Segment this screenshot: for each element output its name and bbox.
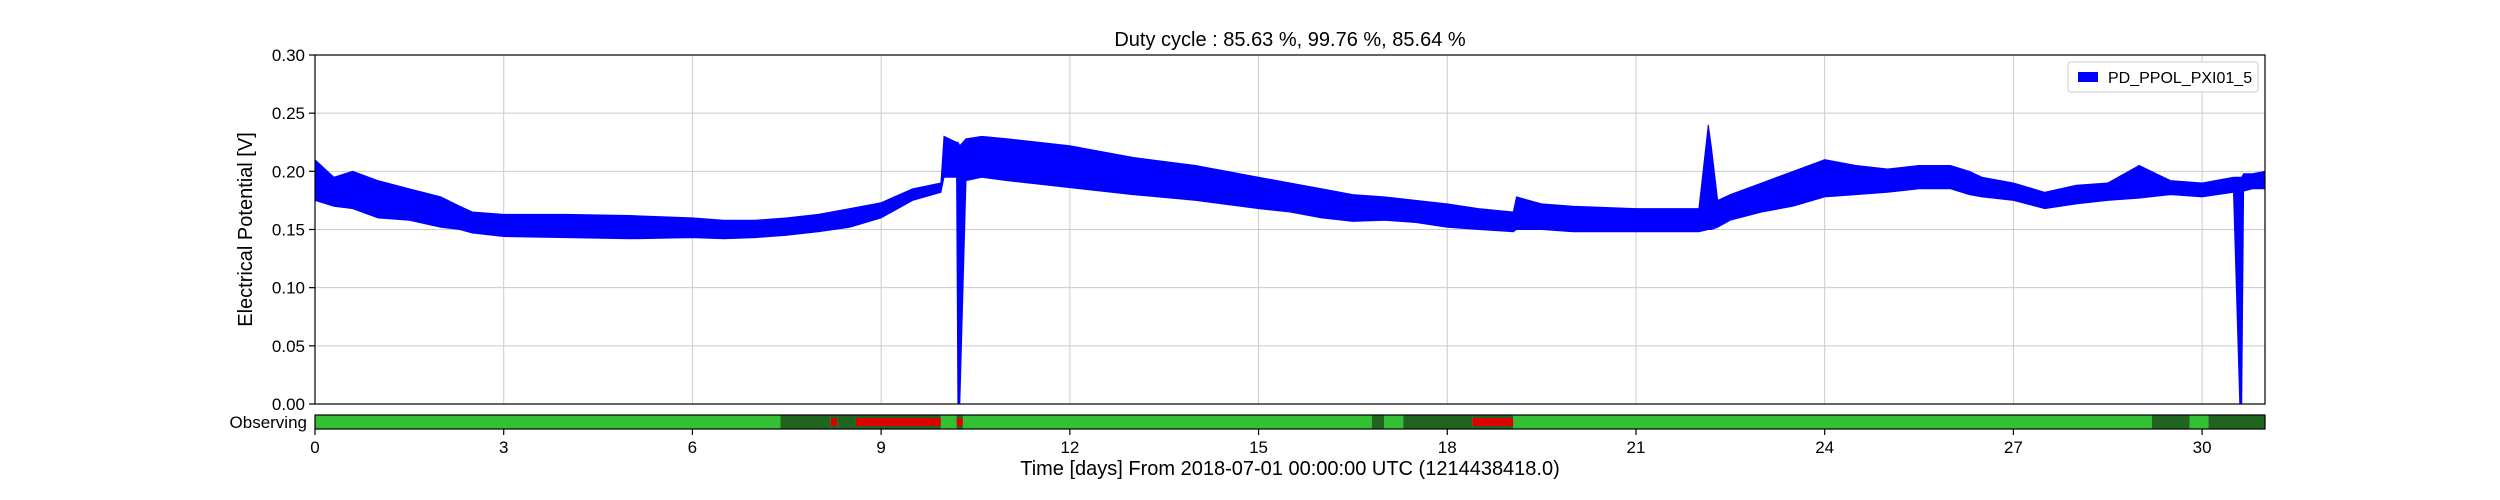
x-tick-label: 3 — [499, 438, 508, 457]
chart-title: Duty cycle : 85.63 %, 99.76 %, 85.64 % — [1114, 29, 1466, 51]
state-segment-not-locked — [956, 418, 963, 426]
x-tick-label: 24 — [1815, 438, 1834, 457]
state-segment-observing — [2189, 415, 2209, 429]
state-segment-locked-not-observing — [837, 415, 856, 429]
state-bar-frame — [314, 414, 2266, 430]
y-tick-label: 0.25 — [272, 104, 305, 123]
legend-box — [2067, 61, 2259, 93]
state-segment-locked-not-observing — [1371, 415, 1385, 429]
legend-swatch — [2078, 72, 2098, 82]
x-tick-label: 0 — [310, 438, 319, 457]
y-tick-label: 0.20 — [272, 162, 305, 181]
x-axis-label: Time [days] From 2018-07-01 00:00:00 UTC… — [1020, 458, 1560, 480]
state-segment-locked-not-observing — [2208, 415, 2265, 429]
state-segment-locked-not-observing — [1403, 415, 1473, 429]
y-tick-label: 0.05 — [272, 337, 305, 356]
y-tick-label: 0.10 — [272, 279, 305, 298]
y-tick-label: 0.00 — [272, 395, 305, 414]
state-segment-not-locked — [1472, 418, 1514, 426]
x-tick-label: 6 — [688, 438, 697, 457]
x-tick-label: 30 — [2193, 438, 2212, 457]
y-axis: 0.00 0.05 0.10 0.15 0.20 0.25 0.30 — [272, 46, 315, 414]
legend: PD_PPOL_PXI01_5 — [2067, 61, 2259, 93]
x-tick-label: 12 — [1060, 438, 1079, 457]
state-bar-label: Observing — [230, 413, 307, 432]
state-segment-locked-not-observing — [780, 415, 831, 429]
x-tick-label: 15 — [1249, 438, 1268, 457]
state-segment-observing — [962, 415, 1372, 429]
state-segment-locked-not-observing — [2151, 415, 2190, 429]
state-segment-observing — [315, 415, 781, 429]
y-axis-label: Electrical Potential [V] — [235, 132, 257, 327]
y-tick-label: 0.15 — [272, 221, 305, 240]
state-segment-observing — [1384, 415, 1404, 429]
state-segment-observing — [1513, 415, 2152, 429]
legend-label: PD_PPOL_PXI01_5 — [2108, 70, 2252, 87]
x-tick-label: 18 — [1438, 438, 1457, 457]
state-segment-not-locked — [830, 418, 838, 426]
state-segment-observing — [940, 415, 957, 429]
x-tick-label: 27 — [2004, 438, 2023, 457]
state-segment-not-locked — [855, 418, 941, 426]
x-tick-label: 9 — [876, 438, 885, 457]
x-axis: 0 3 6 9 12 15 18 21 24 27 30 — [310, 429, 2212, 457]
state-bar — [315, 415, 2265, 429]
y-tick-label: 0.30 — [272, 46, 305, 65]
x-tick-label: 21 — [1627, 438, 1646, 457]
